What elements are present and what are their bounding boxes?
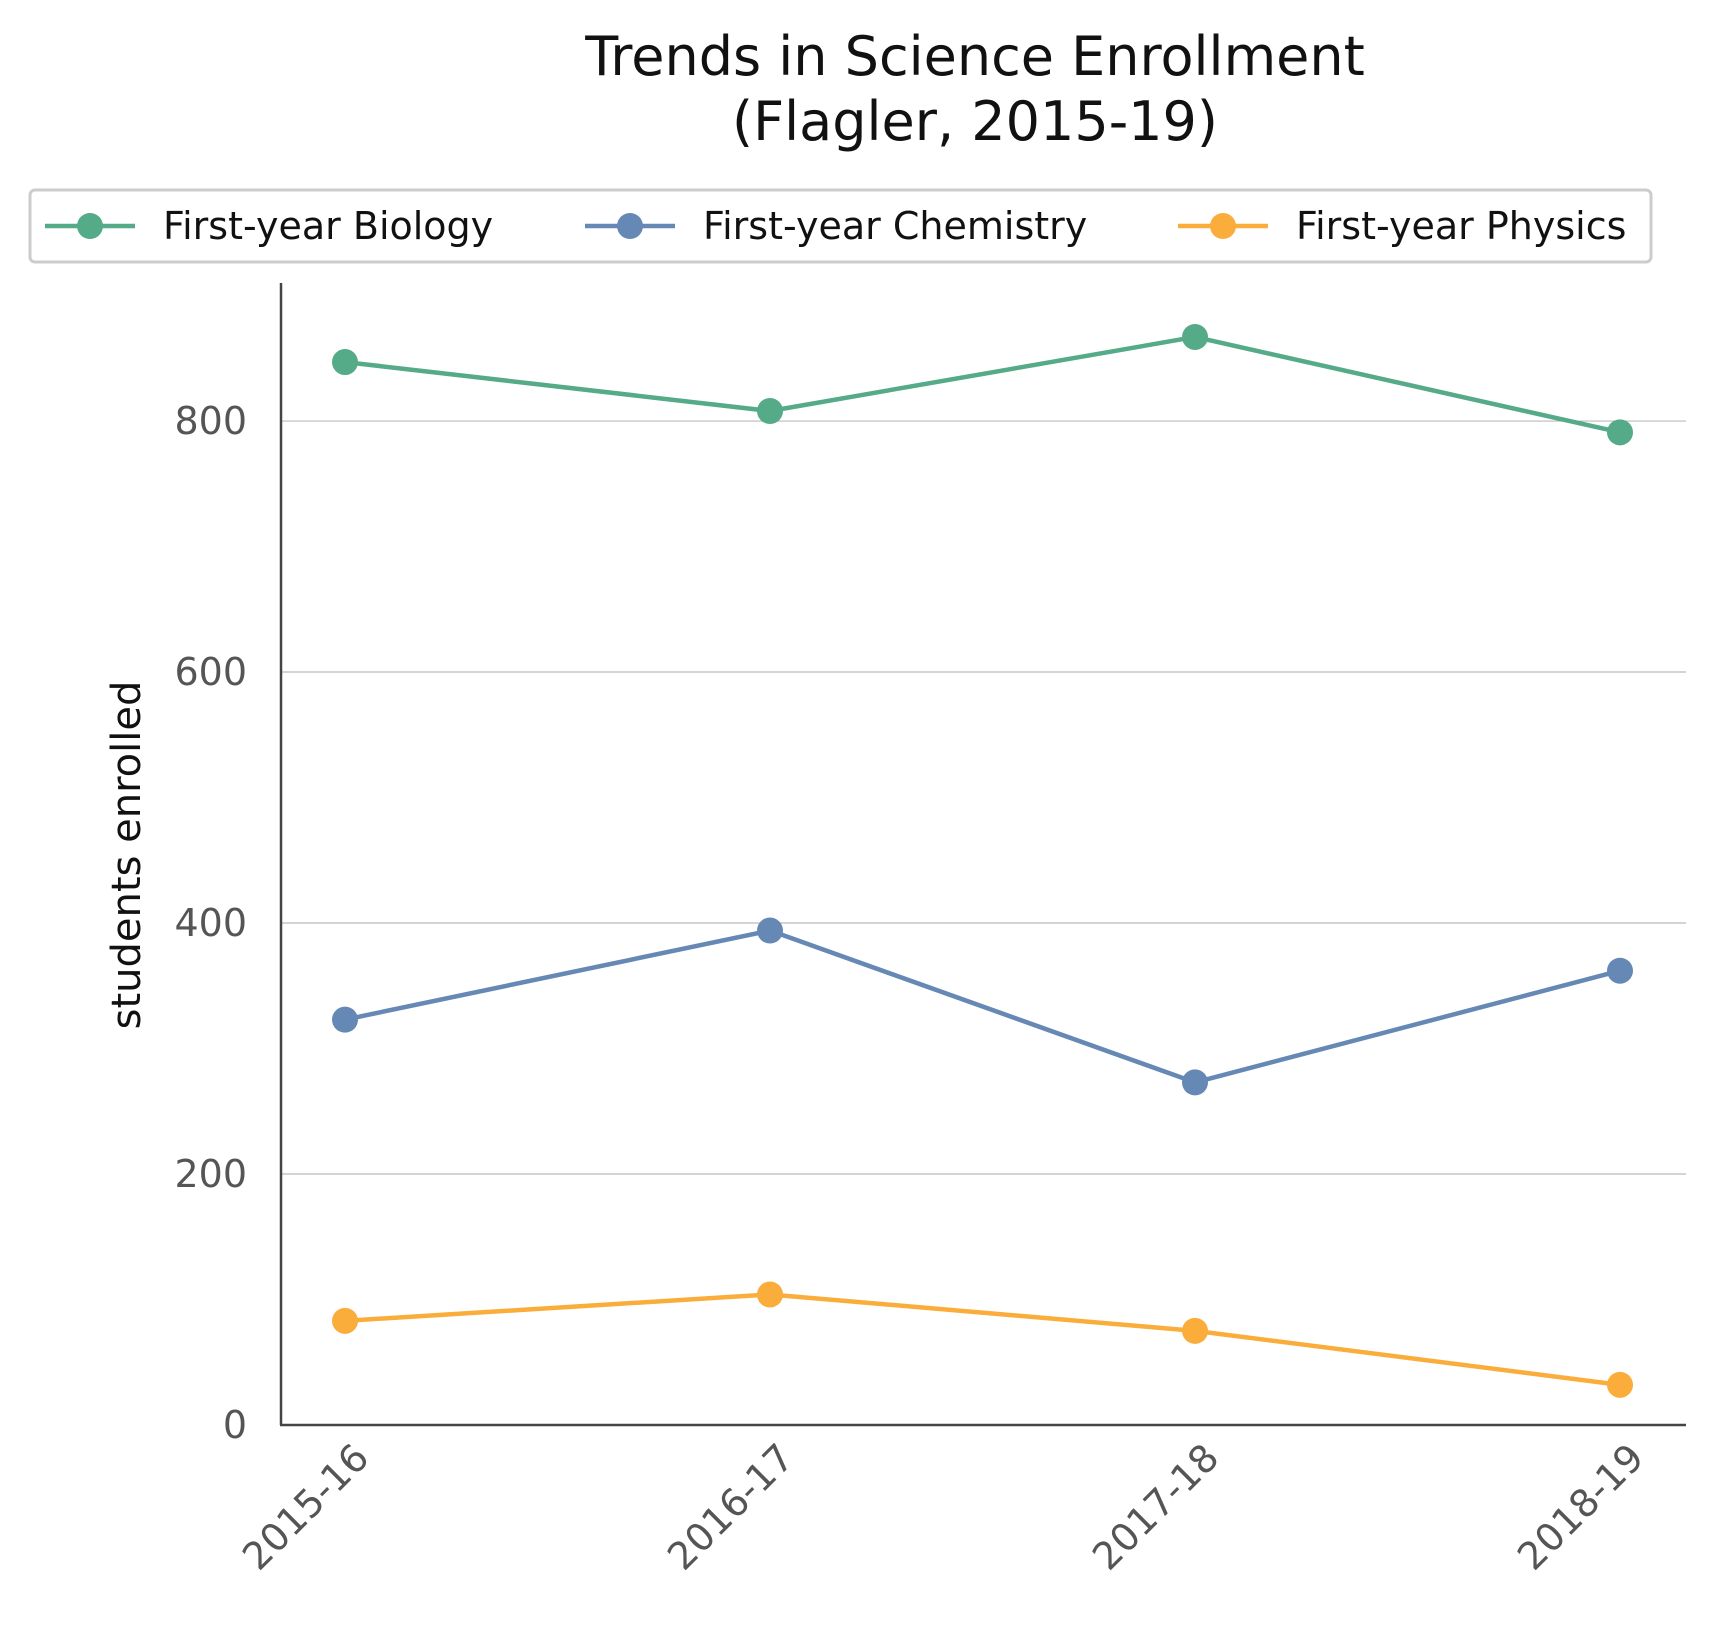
legend-marker (1210, 213, 1236, 239)
data-point-2017-18 (1182, 1069, 1208, 1096)
data-point-2018-19 (1607, 419, 1633, 446)
axes: 0 200 400 600 800 2015-16 2016-17 2017-18 2018-1… (174, 283, 1686, 1579)
legend-label: First-year Chemistry (703, 204, 1087, 248)
legend-item-2: First-year Chemistry (585, 204, 1087, 248)
y-tick-label-600: 600 (174, 650, 247, 694)
data-point-2016-17 (757, 917, 783, 944)
data-point-2017-18 (1182, 1317, 1208, 1344)
series-line (344, 334, 1621, 435)
legend-frame (28, 188, 1653, 264)
legend-item-3: First-year Physics (1178, 204, 1626, 248)
y-tick-label-200: 200 (174, 1152, 247, 1196)
series-2 (332, 917, 1633, 1096)
x-tick-label-2016-17: 2016-17 (659, 1435, 802, 1578)
chart-title-line-1: Trends in Science Enrollment (584, 25, 1365, 88)
series-1 (332, 323, 1633, 446)
x-tick-label-2018-19: 2018-19 (1509, 1435, 1652, 1578)
series-line (344, 928, 1621, 1085)
chart-title-line-2: (Flagler, 2015-19) (732, 90, 1218, 153)
y-axis-title: students enrolled (104, 681, 150, 1030)
data-point-2016-17 (757, 398, 783, 425)
series-3 (332, 1281, 1633, 1398)
x-tick-label-2017-18: 2017-18 (1084, 1435, 1227, 1578)
data-point-2018-19 (1607, 957, 1633, 984)
y-tick-label-0: 0 (223, 1403, 247, 1447)
data-point-2017-18 (1182, 323, 1208, 350)
data-point-2015-16 (332, 1006, 358, 1033)
data-point-2015-16 (332, 1307, 358, 1334)
data-point-2015-16 (332, 349, 358, 376)
legend-marker (617, 213, 643, 239)
grid (281, 420, 1686, 1175)
legend-label: First-year Physics (1296, 204, 1626, 248)
legend: First-year Biology First-year Chemistry Fi… (28, 188, 1653, 264)
series-layer (332, 323, 1633, 1398)
data-point-2018-19 (1607, 1371, 1633, 1398)
series-line (344, 1292, 1621, 1388)
data-point-2016-17 (757, 1281, 783, 1308)
legend-marker (77, 213, 103, 239)
x-tick-label-2015-16: 2015-16 (234, 1435, 377, 1578)
legend-label: First-year Biology (163, 204, 493, 248)
y-tick-label-400: 400 (174, 901, 247, 945)
legend-item-1: First-year Biology (45, 204, 493, 248)
y-tick-label-800: 800 (174, 399, 247, 443)
